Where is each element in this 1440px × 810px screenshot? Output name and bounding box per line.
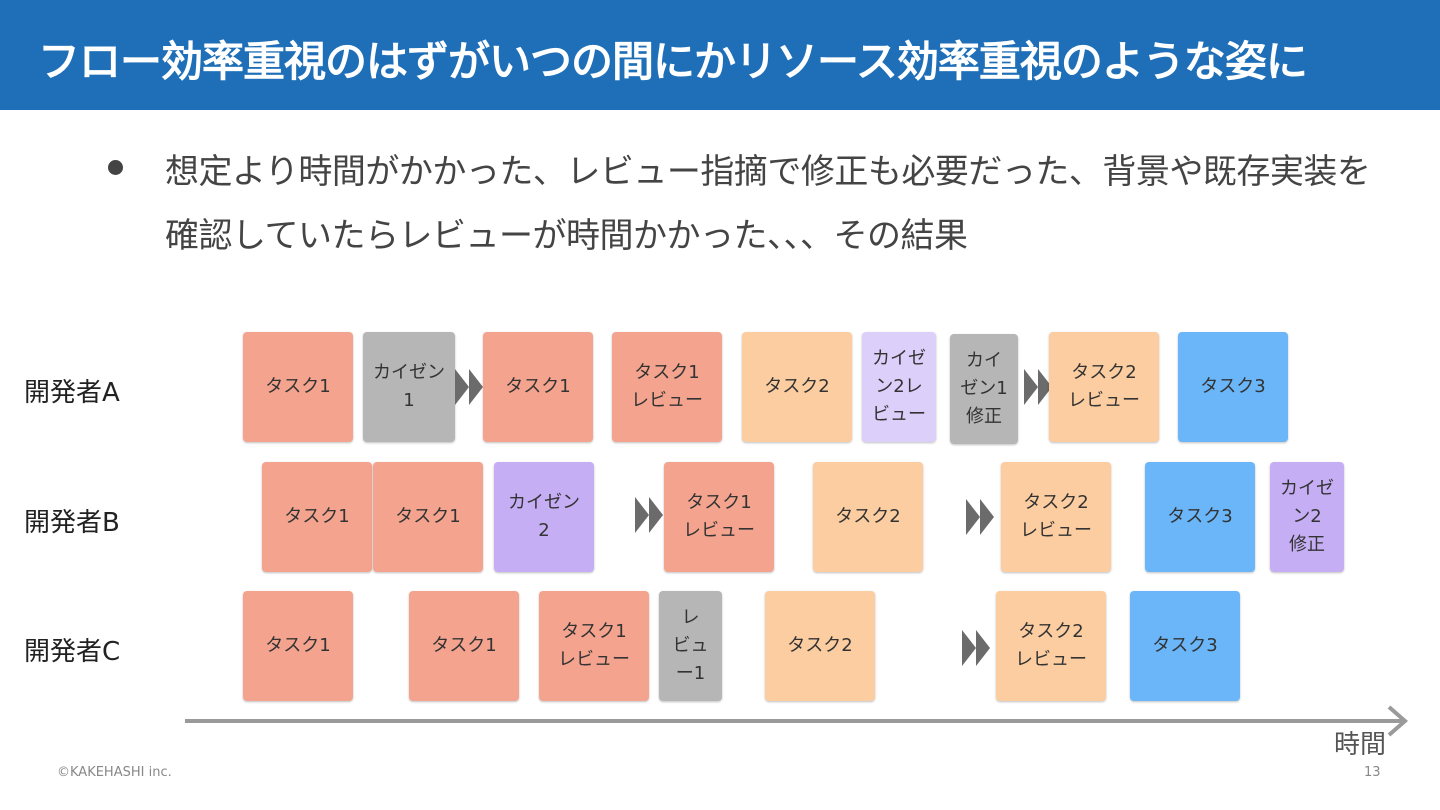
slide-header: フロー効率重視のはずがいつの間にかリソース効率重視のような姿に <box>0 0 1440 110</box>
task-card: タスク1 <box>243 332 353 442</box>
slide-title: フロー効率重視のはずがいつの間にかリソース効率重視のような姿に <box>38 37 1308 86</box>
kaizen-review-card: カイゼ ン2レ ビュー <box>862 332 936 442</box>
review-card: タスク2 レビュー <box>1049 332 1159 442</box>
developer-c-label: 開発者C <box>24 637 121 667</box>
task-card: タスク1 <box>483 332 593 442</box>
time-axis-label: 時間 <box>1334 730 1387 760</box>
task-card: タスク3 <box>1130 591 1240 701</box>
task-card: タスク2 <box>765 591 875 701</box>
kaizen-card: カイゼン 1 <box>363 332 455 442</box>
developer-b-label: 開発者B <box>24 508 120 538</box>
time-axis-arrow-icon <box>185 705 1409 737</box>
review-card: タスク1 レビュー <box>539 591 649 701</box>
copyright-text: ©KAKEHASHI inc. <box>57 765 172 780</box>
double-arrow-icon <box>1024 369 1052 405</box>
task-card: タスク2 <box>742 332 852 442</box>
double-arrow-icon <box>635 497 663 533</box>
task-card: タスク1 <box>243 591 353 701</box>
review-card: タスク1 レビュー <box>664 462 774 572</box>
bullet-text: 想定より時間がかかった、レビュー指摘で修正も必要だった、背景や既存実装を確認して… <box>165 152 1371 256</box>
review-card: タスク2 レビュー <box>1001 462 1111 572</box>
double-arrow-icon <box>962 630 990 666</box>
developer-a-label: 開発者A <box>24 378 120 408</box>
task-card: タスク1 <box>409 591 519 701</box>
double-arrow-icon <box>455 369 483 405</box>
review-card: レ ビュ ー1 <box>659 591 722 701</box>
task-card: タスク1 <box>262 462 372 572</box>
page-number: 13 <box>1364 765 1381 780</box>
double-arrow-icon <box>966 499 994 535</box>
review-card: タスク2 レビュー <box>996 591 1106 701</box>
bullet-point-icon <box>108 160 123 175</box>
task-card: タスク3 <box>1145 462 1255 572</box>
task-card: タスク2 <box>813 462 923 572</box>
kaizen-fix-card: カイゼ ン2 修正 <box>1270 462 1344 572</box>
review-card: タスク1 レビュー <box>612 332 722 442</box>
task-card: タスク1 <box>373 462 483 572</box>
task-card: タスク3 <box>1178 332 1288 442</box>
kaizen-card: カイゼン 2 <box>494 462 594 572</box>
kaizen-fix-card: カイ ゼン1 修正 <box>950 334 1018 444</box>
